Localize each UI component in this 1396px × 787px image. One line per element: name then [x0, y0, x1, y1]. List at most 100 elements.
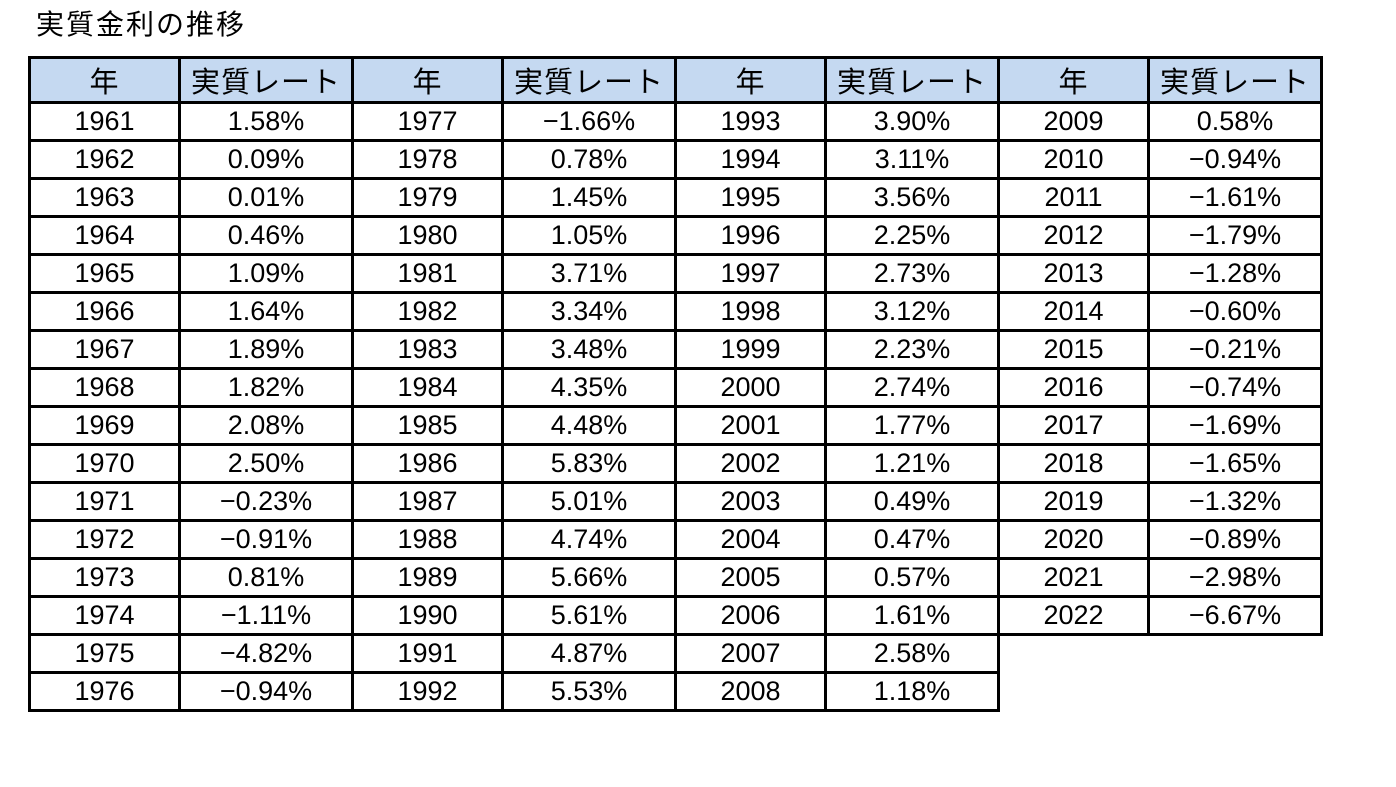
- year-cell: 2019: [997, 481, 1150, 522]
- year-cell: 1976: [28, 671, 181, 712]
- year-cell: 2007: [674, 633, 827, 674]
- year-cell: 1962: [28, 139, 181, 180]
- table-row: 1961 1.58% 1977 −1.66% 1993 3.90% 2009 0.58%: [28, 101, 1323, 142]
- rate-cell: 1.77%: [824, 405, 1000, 446]
- rate-cell: −1.65%: [1147, 443, 1323, 484]
- table-row: 1969 2.08% 1985 4.48% 2001 1.77% 2017 −1.69%: [28, 405, 1323, 446]
- year-cell: 2016: [997, 367, 1150, 408]
- col-header-year: 年: [674, 56, 827, 104]
- rate-cell: 1.82%: [178, 367, 354, 408]
- year-cell: 1966: [28, 291, 181, 332]
- rate-cell: 5.83%: [501, 443, 677, 484]
- empty-cell: [1149, 673, 1322, 711]
- table-header: 年実質レート年実質レート年実質レート年実質レート: [28, 56, 1323, 104]
- rate-cell: −1.79%: [1147, 215, 1323, 256]
- year-cell: 2005: [674, 557, 827, 598]
- year-cell: 1973: [28, 557, 181, 598]
- year-cell: 2013: [997, 253, 1150, 294]
- rate-cell: 4.48%: [501, 405, 677, 446]
- year-cell: 2010: [997, 139, 1150, 180]
- table-row: 1973 0.81% 1989 5.66% 2005 0.57% 2021 −2.98%: [28, 557, 1323, 598]
- rate-cell: −1.61%: [1147, 177, 1323, 218]
- rate-cell: −1.28%: [1147, 253, 1323, 294]
- rate-cell: 1.58%: [178, 101, 354, 142]
- year-cell: 1964: [28, 215, 181, 256]
- year-cell: 2021: [997, 557, 1150, 598]
- year-cell: 2015: [997, 329, 1150, 370]
- rate-cell: 4.87%: [501, 633, 677, 674]
- rate-cell: −0.94%: [178, 671, 354, 712]
- rate-cell: 0.01%: [178, 177, 354, 218]
- rate-cell: 1.64%: [178, 291, 354, 332]
- year-cell: 1981: [351, 253, 504, 294]
- rate-cell: 1.05%: [501, 215, 677, 256]
- table-row: 1970 2.50% 1986 5.83% 2002 1.21% 2018 −1.65%: [28, 443, 1323, 484]
- year-cell: 1988: [351, 519, 504, 560]
- rate-cell: −0.23%: [178, 481, 354, 522]
- year-cell: 1980: [351, 215, 504, 256]
- year-cell: 1977: [351, 101, 504, 142]
- year-cell: 1975: [28, 633, 181, 674]
- rate-cell: −0.74%: [1147, 367, 1323, 408]
- year-cell: 2022: [997, 595, 1150, 636]
- rate-cell: 1.09%: [178, 253, 354, 294]
- year-cell: 1963: [28, 177, 181, 218]
- col-header-year: 年: [997, 56, 1150, 104]
- empty-cell: [999, 673, 1149, 711]
- table-row: 1976 −0.94% 1992 5.53% 2008 1.18%: [28, 671, 1322, 712]
- year-cell: 1978: [351, 139, 504, 180]
- rate-cell: 1.61%: [824, 595, 1000, 636]
- rate-cell: −0.94%: [1147, 139, 1323, 180]
- year-cell: 1984: [351, 367, 504, 408]
- year-cell: 1985: [351, 405, 504, 446]
- year-cell: 1993: [674, 101, 827, 142]
- rate-cell: −1.32%: [1147, 481, 1323, 522]
- year-cell: 1994: [674, 139, 827, 180]
- year-cell: 1999: [674, 329, 827, 370]
- rate-cell: 5.53%: [501, 671, 677, 712]
- year-cell: 1987: [351, 481, 504, 522]
- rate-cell: 0.58%: [1147, 101, 1323, 142]
- table-row: 1964 0.46% 1980 1.05% 1996 2.25% 2012 −1.79%: [28, 215, 1323, 256]
- rate-cell: 2.73%: [824, 253, 1000, 294]
- year-cell: 2012: [997, 215, 1150, 256]
- rate-cell: 2.50%: [178, 443, 354, 484]
- rate-cell: 4.74%: [501, 519, 677, 560]
- year-cell: 1965: [28, 253, 181, 294]
- rate-cell: −0.21%: [1147, 329, 1323, 370]
- year-cell: 1989: [351, 557, 504, 598]
- year-cell: 2000: [674, 367, 827, 408]
- col-header-rate: 実質レート: [178, 56, 354, 104]
- rate-cell: 2.08%: [178, 405, 354, 446]
- rate-cell: 3.34%: [501, 291, 677, 332]
- rate-cell: 3.11%: [824, 139, 1000, 180]
- year-cell: 1961: [28, 101, 181, 142]
- year-cell: 1972: [28, 519, 181, 560]
- year-cell: 2008: [674, 671, 827, 712]
- year-cell: 2004: [674, 519, 827, 560]
- rate-cell: 0.78%: [501, 139, 677, 180]
- table-row: 1966 1.64% 1982 3.34% 1998 3.12% 2014 −0.60%: [28, 291, 1323, 332]
- rate-cell: 1.89%: [178, 329, 354, 370]
- rate-cell: 5.01%: [501, 481, 677, 522]
- empty-cell: [1149, 635, 1322, 673]
- rate-cell: −2.98%: [1147, 557, 1323, 598]
- table-row: 1962 0.09% 1978 0.78% 1994 3.11% 2010 −0.94%: [28, 139, 1323, 180]
- year-cell: 1969: [28, 405, 181, 446]
- rate-cell: 4.35%: [501, 367, 677, 408]
- header-row: 年実質レート年実質レート年実質レート年実質レート: [28, 56, 1323, 104]
- rate-cell: 3.56%: [824, 177, 1000, 218]
- rate-cell: 5.61%: [501, 595, 677, 636]
- rate-cell: 3.90%: [824, 101, 1000, 142]
- rate-cell: 0.81%: [178, 557, 354, 598]
- real-interest-rate-table: 年実質レート年実質レート年実質レート年実質レート 1961 1.58% 1977 −1…: [28, 56, 1323, 712]
- rate-cell: −0.89%: [1147, 519, 1323, 560]
- col-header-rate: 実質レート: [824, 56, 1000, 104]
- year-cell: 1967: [28, 329, 181, 370]
- col-header-rate: 実質レート: [501, 56, 677, 104]
- col-header-year: 年: [28, 56, 181, 104]
- rate-cell: 0.57%: [824, 557, 1000, 598]
- year-cell: 2011: [997, 177, 1150, 218]
- rate-cell: 1.45%: [501, 177, 677, 218]
